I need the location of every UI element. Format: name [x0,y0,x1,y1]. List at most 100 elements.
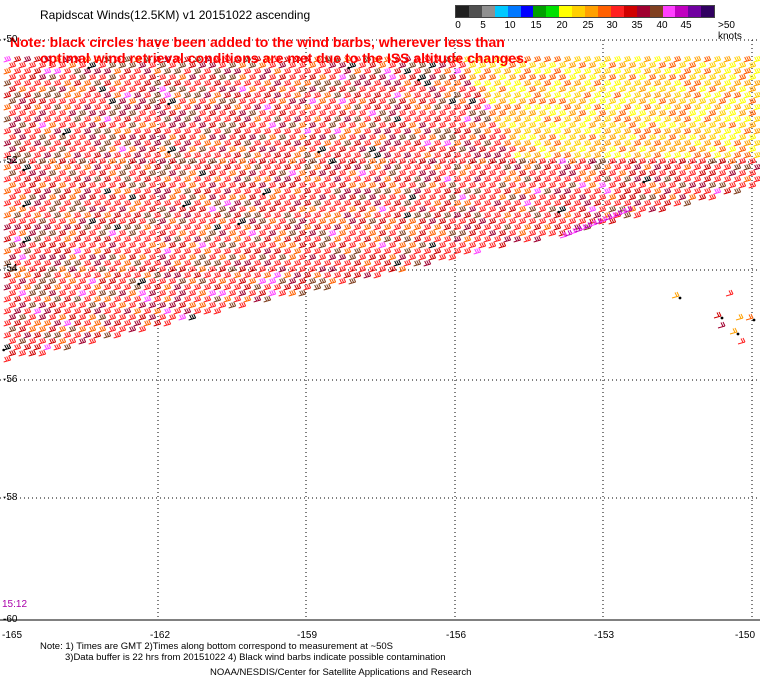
wind-barb [533,175,542,183]
wind-barb [448,85,457,93]
wind-barb [33,55,42,63]
wind-barb [288,229,297,237]
wind-barb [453,67,462,75]
wind-barb [13,271,22,279]
wind-barb [563,139,572,147]
wind-barb [343,151,352,159]
wind-barb [648,73,657,81]
wind-barb [253,151,262,159]
wind-barb [413,67,422,75]
wind-barb [393,199,402,207]
wind-barb [498,61,507,69]
contamination-circle [752,318,756,322]
wind-barb [203,211,212,219]
wind-barb [418,169,427,177]
wind-barb [138,253,147,261]
wind-barb [353,211,362,219]
wind-barb [38,145,47,153]
wind-barb [123,151,132,159]
wind-barb [198,229,207,237]
wind-barb [83,139,92,147]
wind-barb [53,271,62,279]
wind-barb [513,199,522,207]
wind-barb [208,97,217,105]
wind-barb [248,121,257,129]
wind-barb [318,61,327,69]
wind-barb [148,205,157,213]
wind-barb [483,211,492,219]
wind-barb [108,301,117,309]
wind-barb [138,73,147,81]
wind-barb [743,79,752,87]
wind-barb [388,181,397,189]
wind-barb [33,79,42,87]
wind-barb [488,241,497,249]
wind-barb [588,121,597,129]
wind-barb [203,115,212,123]
wind-barb [653,163,662,171]
wind-barb [693,139,702,147]
wind-barb [698,109,707,117]
wind-barb [498,109,507,117]
wind-barb [373,163,382,171]
wind-barb [383,115,392,123]
wind-barb [558,85,567,93]
wind-barb [703,103,712,111]
wind-barb [698,181,707,189]
wind-barb [238,85,247,93]
wind-barb [73,67,82,75]
wind-barb [83,247,92,255]
color-scale-swatch [662,6,676,17]
wind-barb [603,175,612,183]
wind-barb [448,157,457,165]
wind-barb [193,187,202,195]
wind-barb [418,61,427,69]
wind-barb [263,187,272,195]
wind-barb [3,187,12,195]
wind-barb [63,115,72,123]
wind-barb [68,337,77,345]
wind-barb [378,157,387,165]
wind-barb [103,55,112,63]
scale-label: 30 [606,20,618,31]
wind-barb [128,157,137,165]
wind-barb [588,217,597,225]
wind-barb [293,271,302,279]
color-scale-swatch [546,6,560,17]
wind-barb [18,157,27,165]
wind-barb [388,241,397,249]
color-scale-swatch [675,6,689,17]
wind-barb [48,193,57,201]
wind-barb [408,109,417,117]
wind-barb [143,319,152,327]
wind-barb [698,193,707,201]
wind-barb [48,133,57,141]
wind-barb [693,55,702,63]
wind-barb [688,169,697,177]
wind-barb [128,169,137,177]
wind-barb [133,259,142,267]
wind-barb [128,73,137,81]
wind-barb [208,217,217,225]
wind-barb [18,229,27,237]
wind-barb [393,187,402,195]
wind-barb [368,145,377,153]
wind-barb [148,193,157,201]
wind-barb [468,241,477,249]
wind-barb [518,97,527,105]
wind-barb [518,61,527,69]
wind-barb [83,271,92,279]
wind-barb [633,55,642,63]
wind-barb [138,133,147,141]
wind-barb [593,211,602,219]
wind-barb [623,199,632,207]
contamination-markers [2,66,756,352]
wind-barb [338,241,347,249]
wind-barb [633,139,642,147]
wind-barb [633,175,642,183]
wind-barb [403,163,412,171]
wind-barb [213,295,222,303]
wind-barb [3,79,12,87]
wind-barb [93,55,102,63]
wind-barb [323,271,332,279]
